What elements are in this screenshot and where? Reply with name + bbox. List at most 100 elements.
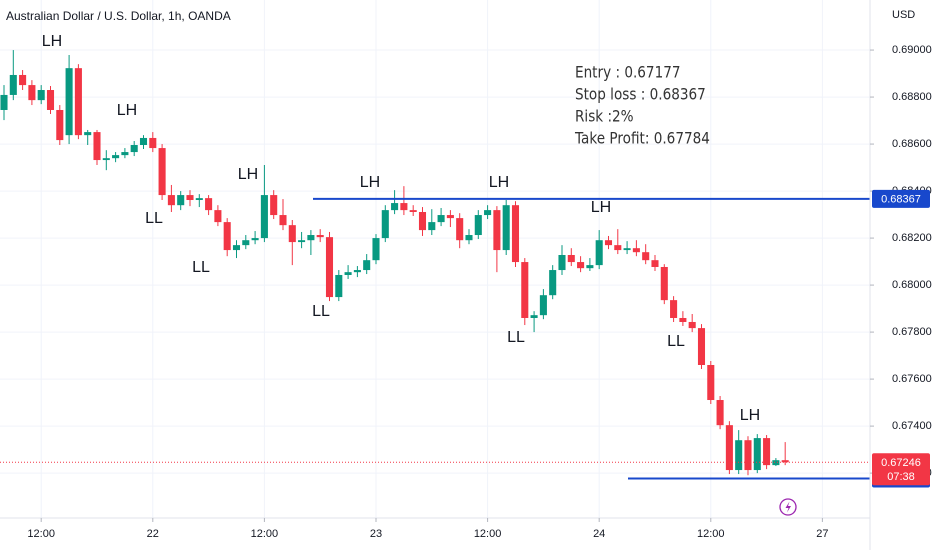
candle-body	[735, 440, 743, 471]
candle-body	[37, 90, 45, 101]
candle-body	[28, 85, 36, 101]
candle-body	[325, 237, 334, 298]
countdown-label: 07:38	[887, 471, 915, 483]
candle-body	[130, 145, 138, 153]
swing-label: LH	[740, 407, 760, 424]
candle-body	[84, 132, 92, 136]
candle-body	[316, 235, 324, 238]
candle-body	[716, 400, 724, 426]
candle-body	[744, 440, 752, 471]
candle-body	[391, 203, 399, 211]
candle-body	[195, 198, 203, 201]
candle-body	[121, 152, 129, 156]
candle-body	[65, 68, 73, 136]
candle-body	[670, 300, 678, 318]
candle-body	[232, 245, 241, 251]
x-tick-label: 23	[370, 528, 382, 540]
candle-body	[214, 210, 222, 223]
candle-body	[0, 94, 8, 110]
candle-body	[260, 195, 268, 239]
y-tick-label: 0.68200	[892, 232, 932, 244]
candle-body	[409, 210, 417, 212]
candle-body	[679, 317, 687, 322]
annotation-line: Risk :2%	[575, 107, 634, 125]
candle-body	[586, 265, 594, 269]
candle-body	[465, 235, 473, 241]
candle-body	[511, 205, 520, 263]
candle-body	[93, 132, 101, 161]
y-tick-label: 0.68600	[892, 138, 932, 150]
candle-body	[177, 195, 185, 206]
candle-body	[167, 195, 175, 206]
candle-body	[46, 90, 55, 110]
candle-body	[298, 240, 306, 243]
candle-body	[642, 252, 650, 261]
swing-label: LL	[312, 303, 330, 320]
lightning-icon	[779, 498, 797, 516]
candle-body	[400, 203, 408, 211]
candle-body	[270, 195, 278, 216]
axes: 0.690000.688000.686000.684000.682000.680…	[27, 44, 931, 540]
candle-body	[307, 235, 315, 241]
candle-body	[418, 211, 427, 231]
y-tick-label: 0.67400	[892, 420, 932, 432]
candle-body	[428, 222, 436, 231]
candle-body	[279, 215, 287, 226]
x-tick-label: 24	[593, 528, 605, 540]
candle-body	[502, 205, 510, 251]
candle-body	[474, 215, 482, 236]
candle-body	[372, 238, 380, 261]
candle-body	[242, 240, 250, 246]
candle-body	[493, 210, 501, 251]
candle-body	[753, 438, 761, 471]
swing-label: LL	[192, 259, 210, 276]
candle-body	[158, 148, 166, 196]
plot: LH LH LL LL LH LL LH LH LL LH LL LH Entry : 0.67177 S…	[0, 33, 870, 480]
candle-body	[781, 460, 789, 463]
candle-body	[112, 155, 120, 159]
candle-body	[725, 425, 733, 471]
swing-label: LH	[42, 33, 62, 50]
candle-body	[577, 262, 585, 269]
x-tick-label: 12:00	[697, 528, 725, 540]
candle-body	[437, 215, 445, 223]
chart-title: Australian Dollar / U.S. Dollar, 1h, OAN…	[6, 9, 231, 23]
candle-body	[530, 315, 538, 318]
candle-body	[251, 238, 259, 241]
candle-body	[521, 262, 529, 318]
candle-body	[344, 272, 352, 275]
x-tick-label: 12:00	[474, 528, 502, 540]
candle-body	[688, 321, 696, 329]
candle-body	[456, 218, 464, 241]
last-price-label: 0.67246	[881, 457, 921, 469]
currency-label: USD	[892, 9, 915, 21]
y-tick-label: 0.68800	[892, 91, 932, 103]
candle-body	[539, 295, 547, 316]
swing-label: LH	[360, 174, 380, 191]
candle-body	[205, 198, 213, 211]
candle-body	[186, 195, 194, 201]
annotation-line: Stop loss : 0.68367	[575, 85, 706, 103]
swing-label: LL	[667, 333, 685, 350]
candle-body	[353, 270, 361, 273]
candle-body	[549, 270, 557, 296]
candle-body	[223, 222, 231, 251]
candle-body	[623, 248, 631, 251]
candle-body	[614, 245, 622, 251]
swing-label: LH	[591, 199, 611, 216]
candle-body	[363, 260, 371, 271]
swing-label: LL	[145, 210, 163, 227]
candle-body	[74, 68, 82, 136]
candle-body	[567, 255, 575, 263]
y-tick-label: 0.68000	[892, 279, 932, 291]
y-tick-label: 0.69000	[892, 44, 932, 56]
candle-body	[288, 225, 296, 243]
candle-body	[381, 210, 389, 239]
x-tick-label: 27	[816, 528, 828, 540]
swing-label: LH	[489, 174, 509, 191]
x-tick-label: 22	[147, 528, 159, 540]
candle-body	[335, 274, 343, 298]
annotation-line: Entry : 0.67177	[575, 63, 681, 81]
